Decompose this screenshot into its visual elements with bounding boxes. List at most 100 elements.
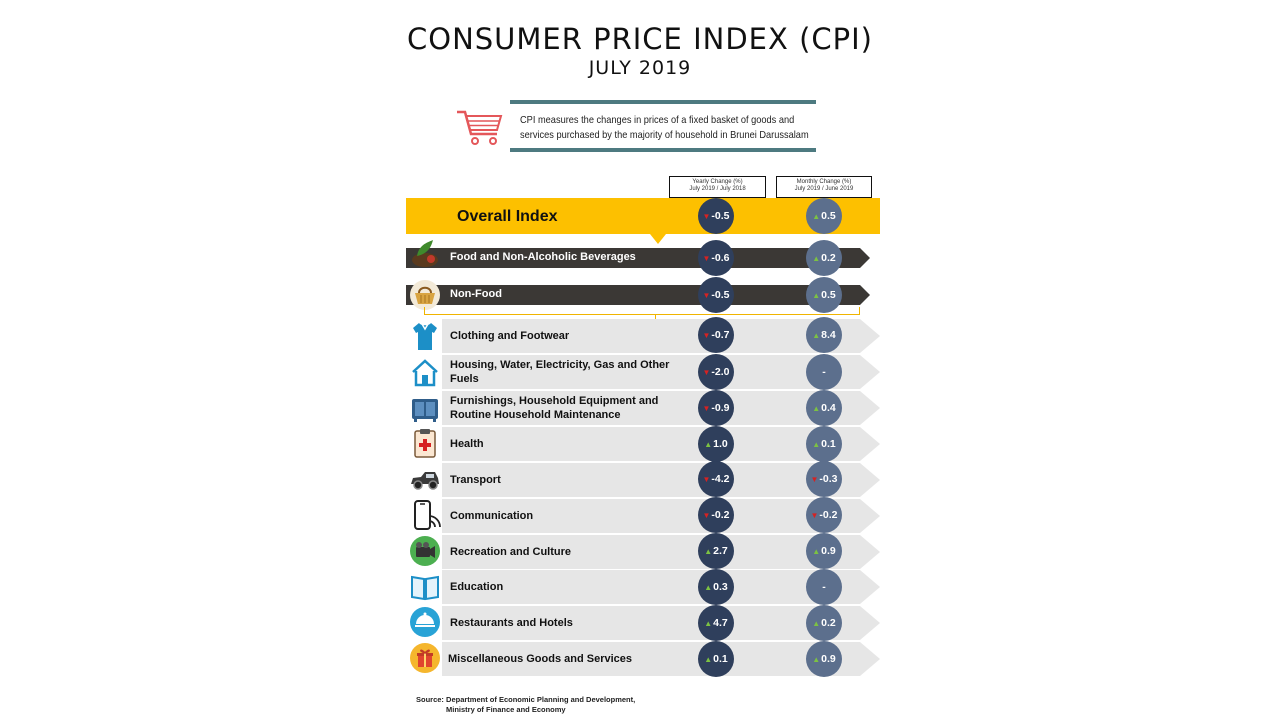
health-monthly-value: ▲ 0.1 [806, 426, 842, 462]
yearly-change-header: Yearly Change (%) July 2019 / July 2018 [669, 176, 766, 198]
up-arrow-icon: ▲ [812, 253, 821, 263]
up-arrow-icon: ▲ [704, 582, 713, 592]
category-row-recreation: Recreation and Culture [442, 535, 880, 569]
source-label: Source: [416, 695, 444, 704]
page-title: CONSUMER PRICE INDEX (CPI) [407, 22, 873, 56]
down-arrow-icon: ▼ [702, 510, 711, 520]
category-row-clothing: Clothing and Footwear [442, 319, 880, 353]
gift-icon [410, 643, 440, 673]
phone-icon [414, 500, 441, 530]
up-arrow-icon: ▲ [812, 654, 821, 664]
communication-yearly-value: ▼ -0.2 [698, 497, 734, 533]
clothing-yearly-value: ▼ -0.7 [698, 317, 734, 353]
clothing-monthly-value: ▲ 8.4 [806, 317, 842, 353]
food-yearly-value: ▼ -0.6 [698, 240, 734, 276]
yearly-header-line1: Yearly Change (%) [692, 179, 743, 185]
book-icon [411, 575, 439, 601]
camera-icon [410, 536, 440, 566]
recreation-monthly-value: ▲ 0.9 [806, 533, 842, 569]
up-arrow-icon: ▲ [704, 546, 713, 556]
education-yearly-value: ▲ 0.3 [698, 569, 734, 605]
category-label: Education [450, 581, 504, 593]
monthly-header-line1: Monthly Change (%) [796, 179, 852, 185]
overall-index-label: Overall Index [457, 208, 558, 225]
up-arrow-icon: ▲ [812, 546, 821, 556]
up-arrow-icon: ▲ [812, 618, 821, 628]
category-row-furnishings: Furnishings, Household Equipment and Rou… [442, 391, 880, 425]
overall-index-banner: Overall Index [406, 198, 880, 234]
up-arrow-icon: ▲ [704, 654, 713, 664]
overall-monthly-value: ▲ 0.5 [806, 198, 842, 234]
up-arrow-icon: ▲ [812, 330, 821, 340]
down-arrow-icon: ▼ [702, 474, 711, 484]
group-bar-food: Food and Non-Alcoholic Beverages [406, 248, 870, 268]
nonfood-bracket-tick [655, 314, 656, 319]
down-arrow-icon: ▼ [702, 403, 711, 413]
up-arrow-icon: ▲ [812, 290, 821, 300]
transport-yearly-value: ▼ -4.2 [698, 461, 734, 497]
monthly-change-header: Monthly Change (%) July 2019 / June 2019 [776, 176, 872, 198]
nonfood-yearly-value: ▼ -0.5 [698, 277, 734, 313]
medical-clipboard-icon [414, 429, 436, 458]
furnishings-yearly-value: ▼ -0.9 [698, 390, 734, 426]
housing-monthly-value: - [806, 354, 842, 390]
category-row-restaurants: Restaurants and Hotels [442, 606, 880, 640]
communication-monthly-value: ▼ -0.2 [806, 497, 842, 533]
infographic: CONSUMER PRICE INDEX (CPI) JULY 2019 CPI… [387, 0, 893, 720]
basket-icon [410, 280, 440, 310]
category-label: Health [450, 438, 484, 450]
up-arrow-icon: ▲ [812, 403, 821, 413]
restaurants-monthly-value: ▲ 0.2 [806, 605, 842, 641]
category-label: Housing, Water, Electricity, Gas and Oth… [450, 359, 670, 385]
nonfood-monthly-value: ▲ 0.5 [806, 277, 842, 313]
category-row-housing: Housing, Water, Electricity, Gas and Oth… [442, 355, 880, 389]
up-arrow-icon: ▲ [704, 439, 713, 449]
transport-monthly-value: ▼ -0.3 [806, 461, 842, 497]
shirt-icon [413, 323, 437, 350]
category-label: Recreation and Culture [450, 546, 572, 558]
down-arrow-icon: ▼ [702, 253, 711, 263]
definition-text: CPI measures the changes in prices of a … [520, 114, 809, 141]
down-arrow-icon: ▼ [702, 330, 711, 340]
page-subtitle: JULY 2019 [588, 57, 692, 79]
category-label: Restaurants and Hotels [450, 617, 573, 629]
house-icon [412, 359, 438, 387]
car-icon [411, 472, 439, 490]
category-label: Miscellaneous Goods and Services [448, 653, 633, 665]
yearly-header-line2: July 2019 / July 2018 [689, 186, 746, 192]
shopping-cart-icon [457, 110, 503, 145]
source-line2: Ministry of Finance and Economy [446, 705, 566, 714]
category-row-communication: Communication [442, 499, 880, 533]
group-label-food: Food and Non-Alcoholic Beverages [450, 251, 636, 263]
up-arrow-icon: ▲ [812, 211, 821, 221]
up-arrow-icon: ▲ [812, 439, 821, 449]
down-arrow-icon: ▼ [810, 474, 819, 484]
category-row-health: Health [442, 427, 880, 461]
miscellaneous-yearly-value: ▲ 0.1 [698, 641, 734, 677]
category-label: Clothing and Footwear [450, 330, 570, 342]
health-yearly-value: ▲ 1.0 [698, 426, 734, 462]
category-row-education: Education [442, 570, 880, 604]
furniture-icon [412, 399, 438, 422]
group-bar-nonfood: Non-Food [406, 285, 870, 305]
down-arrow-icon: ▼ [810, 510, 819, 520]
category-label: Communication [450, 510, 534, 522]
nonfood-bracket [424, 307, 860, 315]
overall-notch [650, 234, 666, 244]
group-label-nonfood: Non-Food [450, 288, 502, 300]
category-label: Transport [450, 474, 501, 486]
source-note: Source: Department of Economic Planning … [416, 695, 635, 715]
housing-yearly-value: ▼ -2.0 [698, 354, 734, 390]
overall-yearly-value: ▼ -0.5 [698, 198, 734, 234]
source-line1: Department of Economic Planning and Deve… [446, 695, 636, 704]
furnishings-monthly-value: ▲ 0.4 [806, 390, 842, 426]
food-monthly-value: ▲ 0.2 [806, 240, 842, 276]
education-monthly-value: - [806, 569, 842, 605]
restaurants-yearly-value: ▲ 4.7 [698, 605, 734, 641]
food-leaf-icon [412, 240, 438, 267]
down-arrow-icon: ▼ [702, 290, 711, 300]
miscellaneous-monthly-value: ▲ 0.9 [806, 641, 842, 677]
category-row-transport: Transport [442, 463, 880, 497]
definition-box: CPI measures the changes in prices of a … [510, 100, 816, 152]
monthly-header-line2: July 2019 / June 2019 [794, 186, 854, 192]
